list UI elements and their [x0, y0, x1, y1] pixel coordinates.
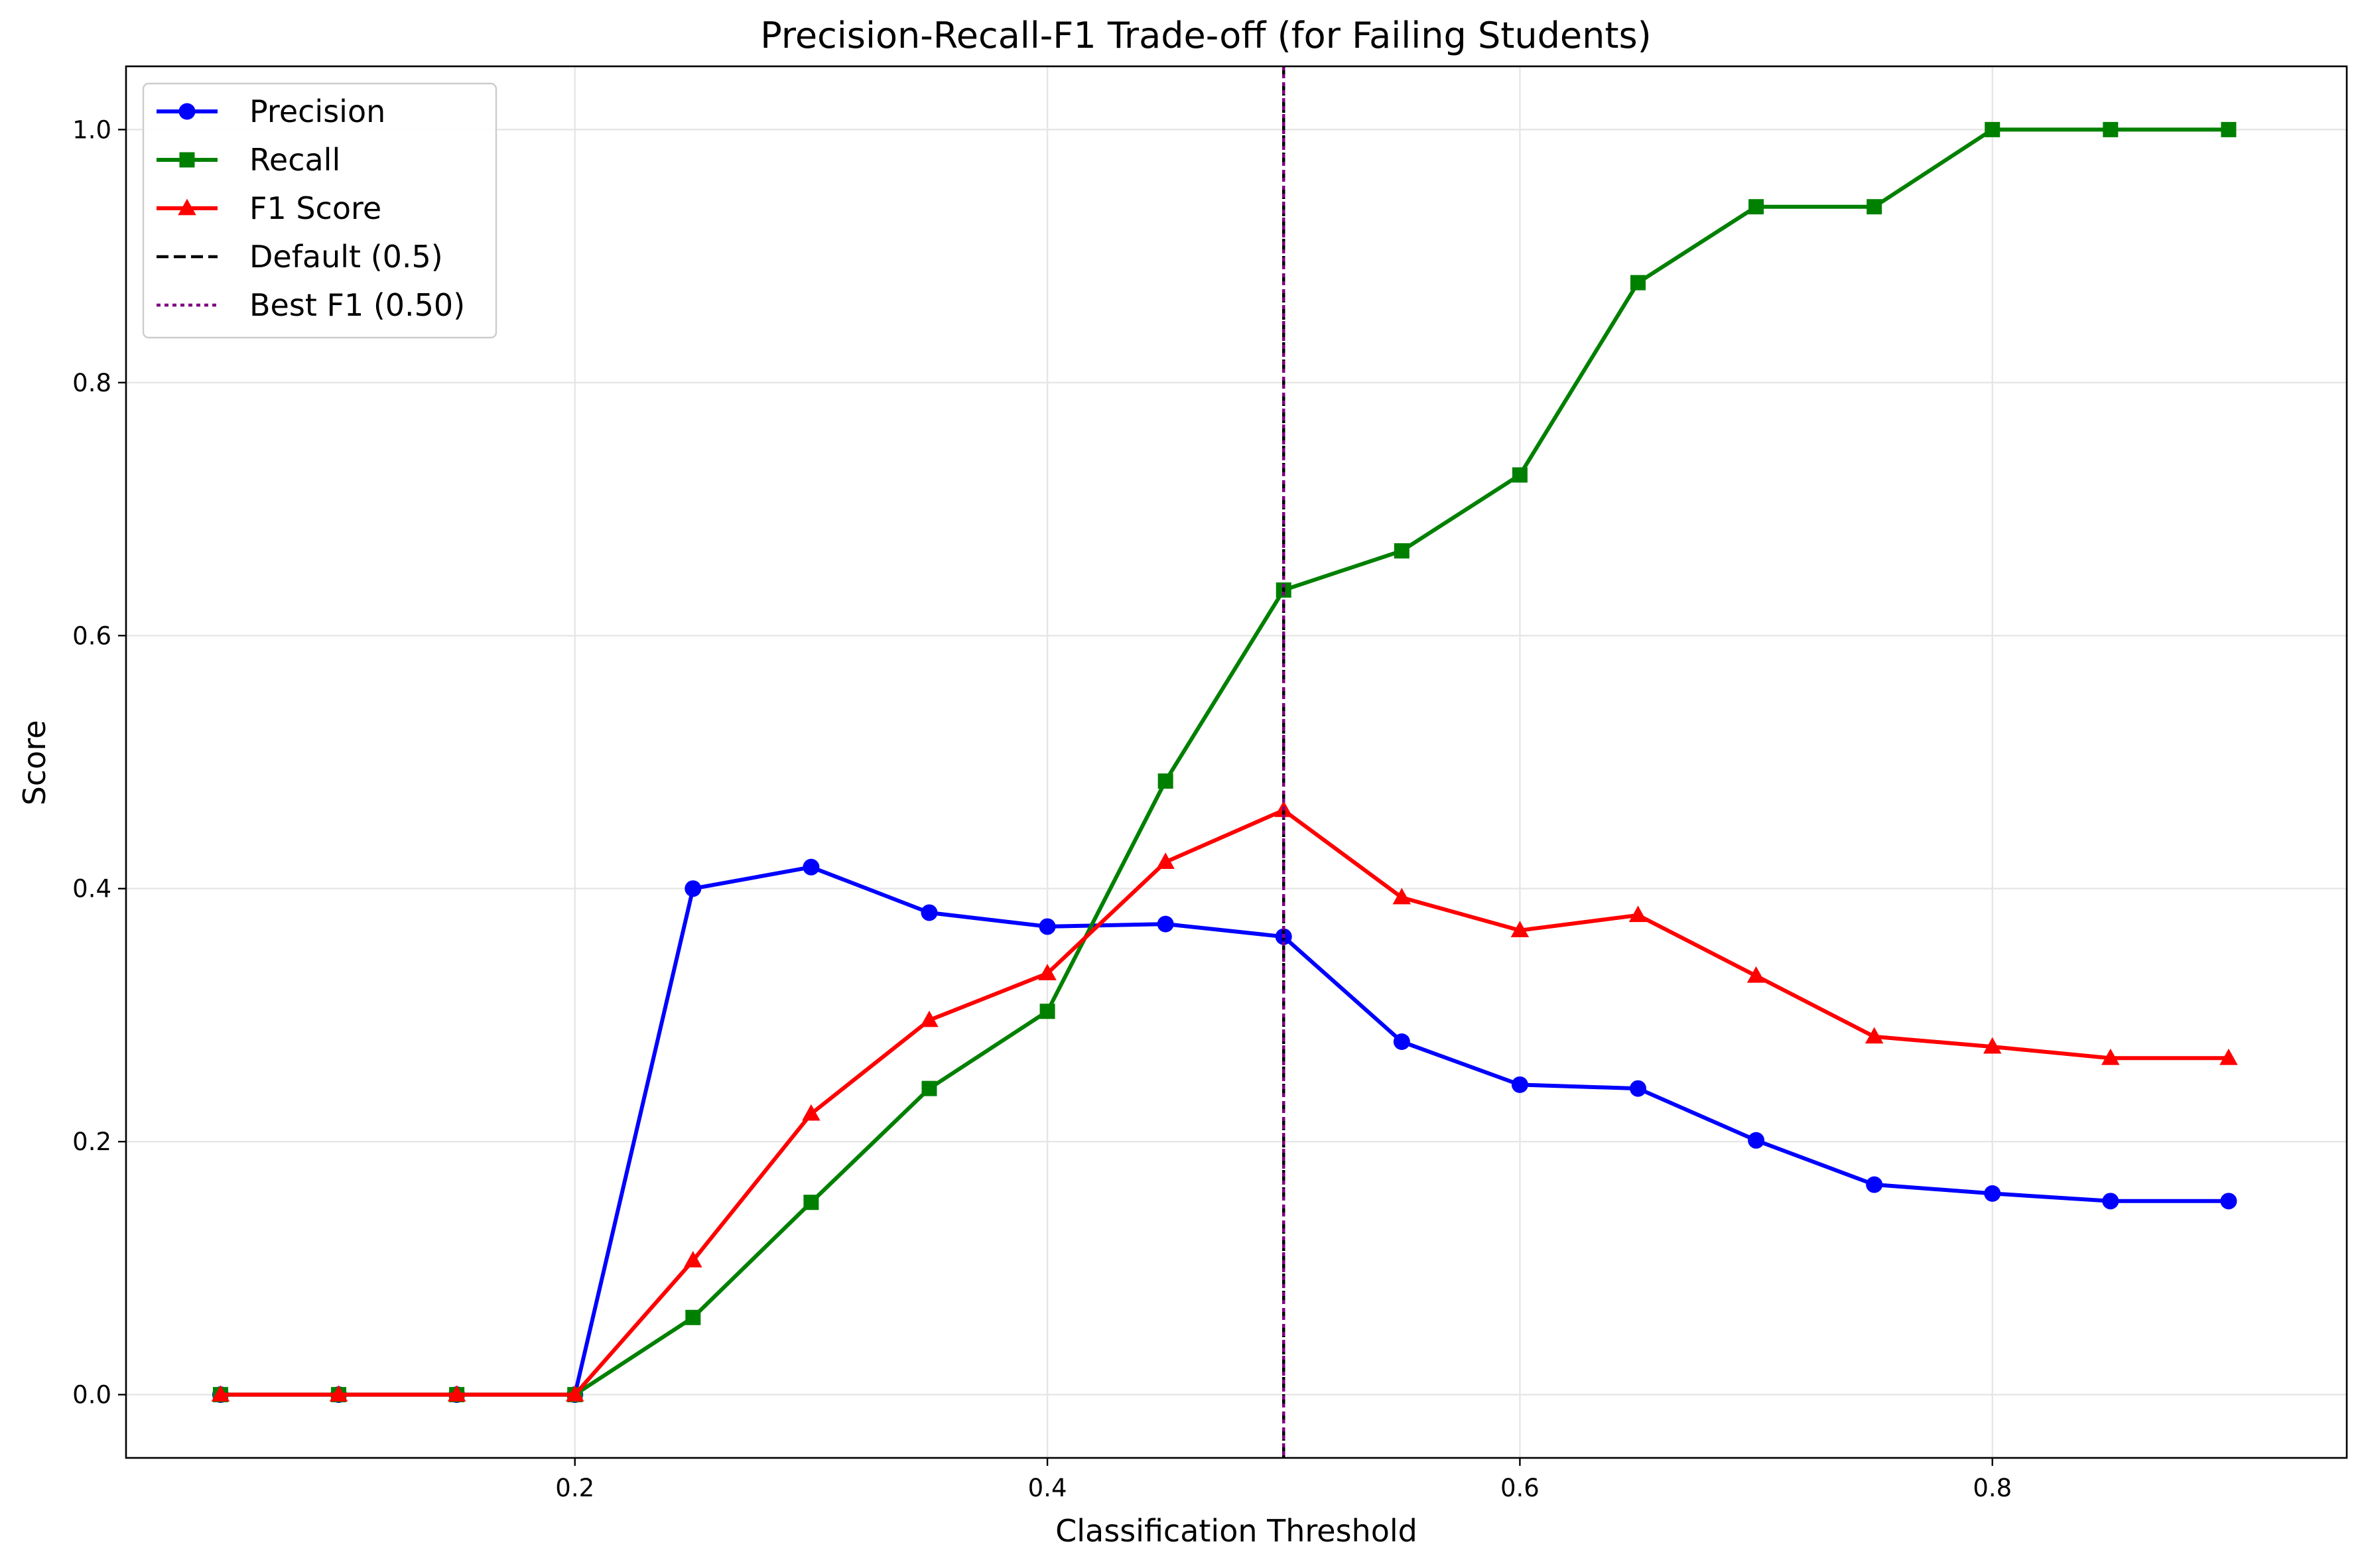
y-tick-label: 0.4 [72, 875, 111, 903]
recall-point [2103, 121, 2119, 137]
x-tick-label: 0.6 [1500, 1474, 1540, 1502]
precision-point [921, 904, 938, 921]
recall-point [1512, 467, 1528, 483]
f1-score-point [1392, 887, 1412, 905]
legend-label: Precision [249, 94, 385, 129]
legend-label: F1 Score [249, 190, 381, 226]
precision-point [1866, 1176, 1883, 1193]
precision-point [1748, 1132, 1765, 1149]
recall-point [1394, 543, 1410, 558]
x-axis-label: Classification Threshold [1055, 1513, 1417, 1549]
recall-point [803, 1195, 819, 1210]
precision-point [803, 858, 820, 876]
x-tick-label: 0.8 [1973, 1474, 2012, 1502]
precision-point [2220, 1193, 2237, 1210]
precision-point [685, 880, 702, 897]
legend-marker [178, 198, 196, 216]
recall-point [2221, 121, 2237, 137]
f1-score-line [220, 808, 2229, 1397]
recall-point [1748, 199, 1764, 215]
plot-frame [125, 65, 2348, 1459]
recall-point [921, 1080, 937, 1096]
x-tick-label: 0.2 [555, 1474, 594, 1502]
f1-score-point [447, 1385, 466, 1402]
legend-label: Default (0.5) [249, 239, 443, 275]
f1-score-point [1628, 905, 1648, 923]
legend-item-best-f1-0-50: Best F1 (0.50) [157, 287, 465, 323]
f1-score-point [1865, 1027, 1884, 1044]
precision-point [1629, 1080, 1646, 1097]
f1-score-point [211, 1385, 230, 1402]
f1-score-point [2101, 1048, 2120, 1065]
legend-marker [179, 152, 195, 168]
legend: Precision Recall F1 Score Default (0.5) Best… [142, 82, 497, 339]
recall-point [1039, 1004, 1055, 1019]
y-tick-label: 0.8 [72, 369, 111, 397]
x-axis: 0.2 0.4 0.6 0.8 [555, 1458, 2012, 1502]
y-axis: 0.0 0.2 0.4 0.6 0.8 1.0 [72, 115, 126, 1409]
legend-label: Best F1 (0.50) [249, 287, 465, 323]
precision-point [1511, 1076, 1528, 1093]
f1-score-point [2219, 1048, 2238, 1065]
series-recall [212, 121, 2237, 1403]
precision-point [1039, 918, 1056, 935]
f1-score-point [1038, 964, 1057, 980]
recall-point [1867, 199, 1882, 215]
recall-line [220, 127, 2229, 1397]
f1-score-point [1510, 921, 1530, 937]
chart-title: Precision-Recall-F1 Trade-off (for Faili… [760, 15, 1651, 56]
legend-label: Recall [249, 142, 340, 178]
series-f1-score [211, 801, 2238, 1402]
recall-point [685, 1309, 701, 1325]
f1-score-point [684, 1251, 702, 1268]
f1-score-point [329, 1385, 348, 1402]
f1-score-point [802, 1104, 821, 1121]
precision-point [2102, 1193, 2119, 1210]
y-axis-label: Score [17, 720, 52, 806]
series-precision [212, 858, 2237, 1404]
precision-line [220, 865, 2229, 1397]
y-tick-label: 0.0 [72, 1381, 111, 1409]
legend-box [142, 82, 497, 339]
recall-point [1630, 275, 1646, 291]
precision-point [1984, 1185, 2001, 1202]
f1-score-point [565, 1385, 584, 1402]
f1-score-point [920, 1010, 939, 1027]
f1-score-point [1746, 966, 1766, 983]
precision-point [1157, 915, 1174, 933]
plot-area [211, 66, 2238, 1458]
y-tick-label: 0.6 [72, 621, 111, 650]
legend-item-f1-score: F1 Score [157, 190, 381, 226]
y-tick-label: 0.2 [72, 1128, 111, 1156]
legend-item-precision: Precision [157, 94, 385, 129]
y-tick-label: 1.0 [72, 115, 111, 144]
precision-point [1393, 1033, 1410, 1051]
recall-point [1157, 773, 1173, 789]
x-tick-label: 0.4 [1028, 1474, 1067, 1502]
legend-item-default-0-5: Default (0.5) [157, 239, 443, 275]
legend-item-recall: Recall [157, 142, 340, 178]
recall-point [1985, 121, 2001, 137]
f1-score-point [1983, 1037, 2002, 1054]
f1-score-point [1156, 852, 1175, 869]
legend-marker [178, 103, 196, 120]
